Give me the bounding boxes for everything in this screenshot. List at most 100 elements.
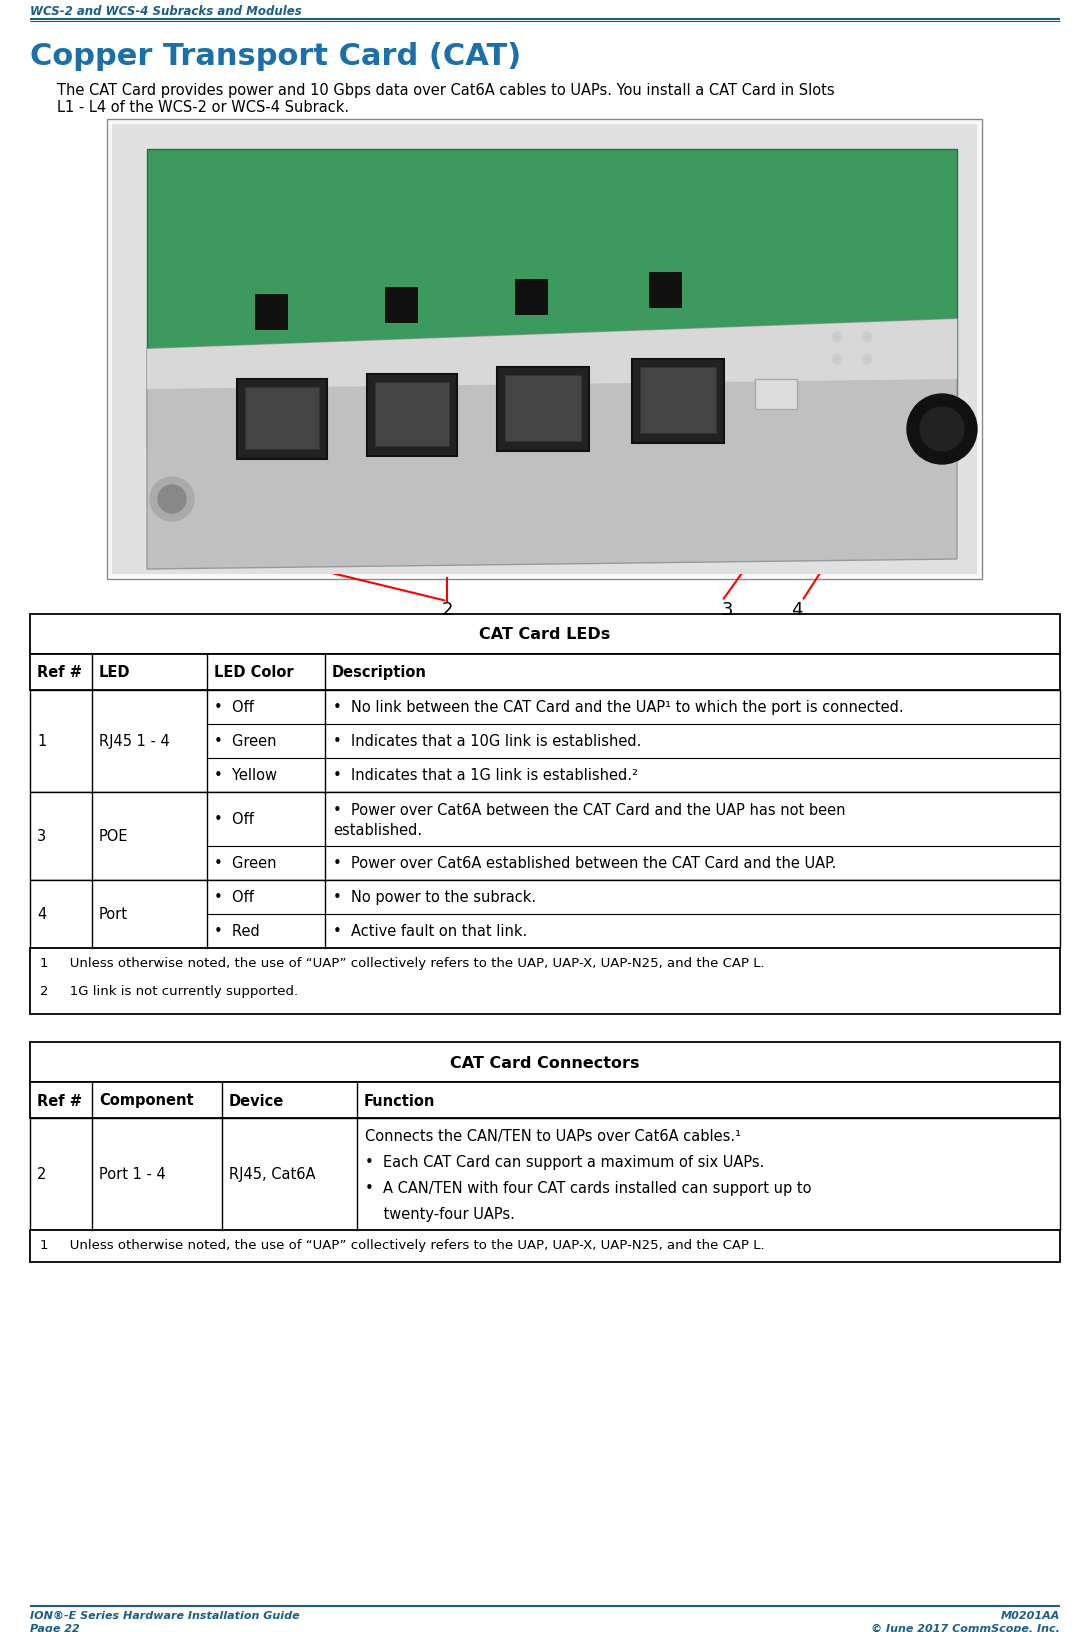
Text: Port 1 - 4: Port 1 - 4 (99, 1167, 166, 1182)
Text: M0201AA: M0201AA (1001, 1611, 1060, 1621)
Text: Port: Port (99, 907, 129, 922)
Text: 2: 2 (408, 468, 416, 481)
Bar (30, 793, 1060, 880)
Text: 2     1G link is not currently supported.: 2 1G link is not currently supported. (40, 984, 298, 997)
Text: CAT: CAT (167, 429, 203, 447)
Text: POE: POE (767, 335, 795, 348)
Text: 3: 3 (539, 463, 547, 477)
Text: •  No power to the subrack.: • No power to the subrack. (333, 889, 536, 906)
Bar (497, 367, 589, 452)
Bar (632, 359, 724, 444)
Text: 3: 3 (37, 829, 46, 844)
Circle shape (150, 478, 194, 522)
Text: •  Active fault on that link.: • Active fault on that link. (333, 924, 527, 938)
Polygon shape (147, 150, 957, 450)
Bar (30, 615, 1060, 654)
Text: •  No link between the CAT Card and the UAP¹ to which the port is connected.: • No link between the CAT Card and the U… (333, 700, 904, 715)
Bar (505, 375, 582, 442)
Text: 4: 4 (37, 907, 46, 922)
Text: Page 22: Page 22 (30, 1622, 79, 1632)
Text: 4: 4 (674, 455, 682, 468)
Text: © June 2017 CommScope, Inc.: © June 2017 CommScope, Inc. (871, 1622, 1060, 1632)
Text: CAT Card LEDs: CAT Card LEDs (479, 627, 611, 641)
Bar (30, 948, 1060, 1015)
Text: RJ45, Cat6A: RJ45, Cat6A (229, 1167, 316, 1182)
Text: •  Red: • Red (215, 924, 260, 938)
Polygon shape (147, 320, 957, 390)
Text: The CAT Card provides power and 10 Gbps data over Cat6A cables to UAPs. You inst: The CAT Card provides power and 10 Gbps … (57, 83, 834, 98)
Bar (112, 126, 977, 574)
Text: •  Indicates that a 1G link is established.²: • Indicates that a 1G link is establishe… (333, 769, 638, 783)
Text: ION®-E Series Hardware Installation Guide: ION®-E Series Hardware Installation Guid… (30, 1611, 299, 1621)
Circle shape (158, 486, 186, 514)
Circle shape (832, 333, 842, 343)
Text: established.: established. (333, 823, 423, 837)
Text: POE: POE (99, 829, 129, 844)
Bar (30, 654, 1060, 690)
Text: 4: 4 (861, 353, 867, 362)
Text: 1: 1 (431, 149, 443, 166)
Text: •  Each CAT Card can support a maximum of six UAPs.: • Each CAT Card can support a maximum of… (365, 1154, 764, 1169)
Text: •  A CAN/TEN with four CAT cards installed can support up to: • A CAN/TEN with four CAT cards installe… (365, 1180, 811, 1195)
Bar (109, 122, 980, 578)
Text: •  Off: • Off (215, 700, 254, 715)
Bar (375, 384, 449, 447)
Bar (30, 690, 1060, 793)
Bar (30, 1082, 1060, 1118)
Text: twenty-four UAPs.: twenty-four UAPs. (365, 1206, 515, 1221)
Text: Connects the CAN/TEN to UAPs over Cat6A cables.¹: Connects the CAN/TEN to UAPs over Cat6A … (365, 1128, 741, 1144)
Polygon shape (147, 320, 957, 570)
Text: 1     Unless otherwise noted, the use of “UAP” collectively refers to the UAP, U: 1 Unless otherwise noted, the use of “UA… (40, 956, 764, 969)
Bar (640, 367, 715, 434)
Text: L1 - L4 of the WCS-2 or WCS-4 Subrack.: L1 - L4 of the WCS-2 or WCS-4 Subrack. (57, 100, 350, 114)
Circle shape (832, 354, 842, 366)
Text: •  Green: • Green (215, 734, 277, 749)
Text: •  Power over Cat6A established between the CAT Card and the UAP.: • Power over Cat6A established between t… (333, 855, 836, 871)
Circle shape (862, 333, 872, 343)
Text: Ref #: Ref # (37, 666, 82, 681)
Text: 4: 4 (792, 601, 803, 619)
Text: LED: LED (99, 666, 131, 681)
Bar (30, 1043, 1060, 1082)
Text: 1: 1 (831, 328, 837, 338)
Text: 1: 1 (37, 734, 46, 749)
Bar (30, 880, 1060, 948)
Text: 3: 3 (721, 601, 733, 619)
Text: Function: Function (364, 1093, 436, 1108)
Text: OFF: OFF (769, 367, 784, 377)
Text: DISCONNECT: DISCONNECT (762, 385, 812, 393)
Text: •  Off: • Off (215, 889, 254, 906)
Text: 2: 2 (861, 328, 867, 338)
Text: CAT Card Connectors: CAT Card Connectors (450, 1054, 639, 1071)
Circle shape (862, 354, 872, 366)
Bar (237, 380, 327, 460)
Text: RJ45 1 - 4: RJ45 1 - 4 (99, 734, 170, 749)
Text: Device: Device (229, 1093, 284, 1108)
Text: •  Indicates that a 10G link is established.: • Indicates that a 10G link is establish… (333, 734, 641, 749)
Text: 1     Unless otherwise noted, the use of “UAP” collectively refers to the UAP, U: 1 Unless otherwise noted, the use of “UA… (40, 1239, 764, 1252)
Text: Description: Description (332, 666, 427, 681)
Text: Ref #: Ref # (37, 1093, 82, 1108)
Text: •  Power over Cat6A between the CAT Card and the UAP has not been: • Power over Cat6A between the CAT Card … (333, 803, 845, 818)
Bar (30, 1118, 1060, 1231)
Text: •  Off: • Off (215, 813, 254, 827)
Text: COMMSCOPE®: COMMSCOPE® (155, 447, 212, 457)
Bar (107, 119, 982, 579)
Text: 3: 3 (831, 353, 837, 362)
Bar (755, 380, 797, 410)
Bar (245, 388, 319, 450)
Circle shape (907, 395, 977, 465)
Text: LED Color: LED Color (215, 666, 294, 681)
Bar (386, 287, 417, 323)
Text: Component: Component (99, 1093, 194, 1108)
Text: WCS-2 and WCS-4 Subracks and Modules: WCS-2 and WCS-4 Subracks and Modules (30, 5, 302, 18)
Bar (649, 273, 681, 308)
Text: Copper Transport Card (CAT): Copper Transport Card (CAT) (30, 42, 522, 70)
Bar (515, 279, 547, 315)
Circle shape (920, 408, 964, 452)
Bar (367, 375, 457, 457)
Text: 2: 2 (441, 601, 453, 619)
Text: 1: 1 (278, 472, 286, 485)
Text: •  Green: • Green (215, 855, 277, 871)
Bar (255, 295, 287, 330)
